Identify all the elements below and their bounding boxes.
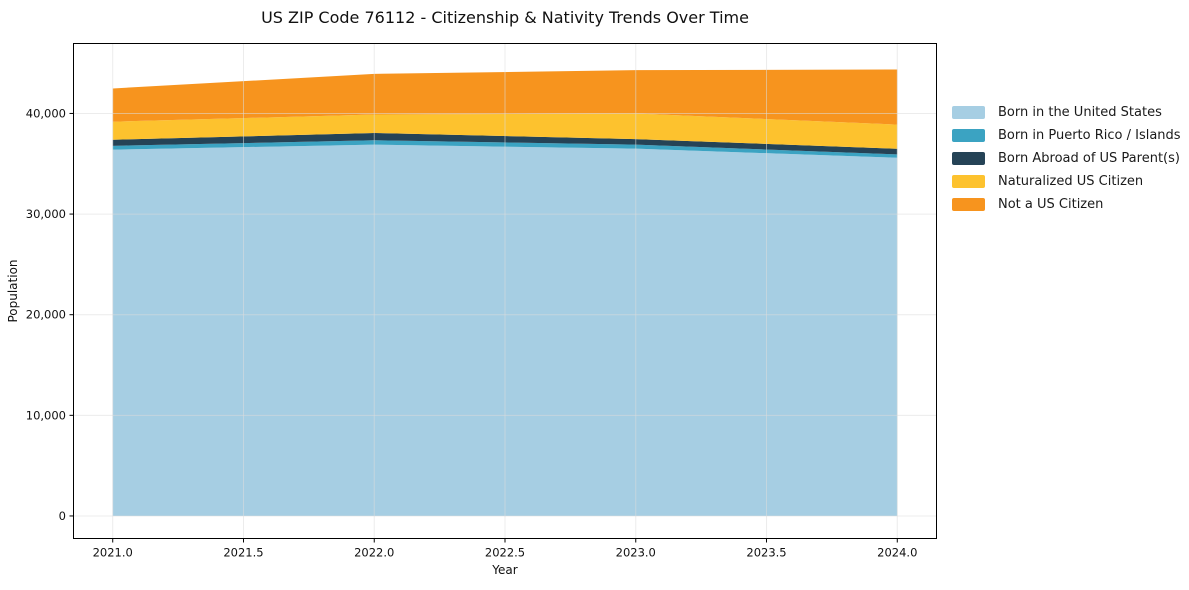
legend-item: Born Abroad of US Parent(s) [952, 147, 1181, 170]
x-tick-label: 2024.0 [877, 546, 917, 560]
legend-swatch [952, 152, 985, 165]
x-tick-label: 2021.5 [223, 546, 263, 560]
area-series-1 [112, 140, 898, 158]
x-tick-label: 2022.0 [354, 546, 394, 560]
legend-item: Born in the United States [952, 101, 1181, 124]
legend-swatch [952, 175, 985, 188]
legend-swatch [952, 129, 985, 142]
legend-label: Born in the United States [998, 105, 1162, 120]
area-series-2 [112, 132, 898, 155]
x-tick-label: 2022.5 [485, 546, 525, 560]
x-tick-label: 2023.5 [746, 546, 786, 560]
legend-item: Naturalized US Citizen [952, 170, 1181, 193]
y-tick-label: 0 [59, 509, 66, 523]
y-tick-label: 30,000 [26, 207, 66, 221]
y-tick-label: 40,000 [26, 106, 66, 120]
chart-title: US ZIP Code 76112 - Citizenship & Nativi… [261, 8, 749, 27]
legend-label: Not a US Citizen [998, 197, 1104, 212]
x-tick-label: 2021.0 [93, 546, 133, 560]
legend: Born in the United States Born in Puerto … [952, 101, 1181, 216]
legend-item: Not a US Citizen [952, 193, 1181, 216]
legend-label: Born in Puerto Rico / Islands [998, 128, 1181, 143]
legend-swatch [952, 106, 985, 119]
x-tick-label: 2023.0 [616, 546, 656, 560]
legend-label: Born Abroad of US Parent(s) [998, 151, 1180, 166]
y-tick-label: 10,000 [26, 408, 66, 422]
y-tick-label: 20,000 [26, 308, 66, 322]
x-axis-label: Year [492, 563, 518, 577]
legend-swatch [952, 198, 985, 211]
legend-label: Naturalized US Citizen [998, 174, 1144, 189]
legend-item: Born in Puerto Rico / Islands [952, 124, 1181, 147]
